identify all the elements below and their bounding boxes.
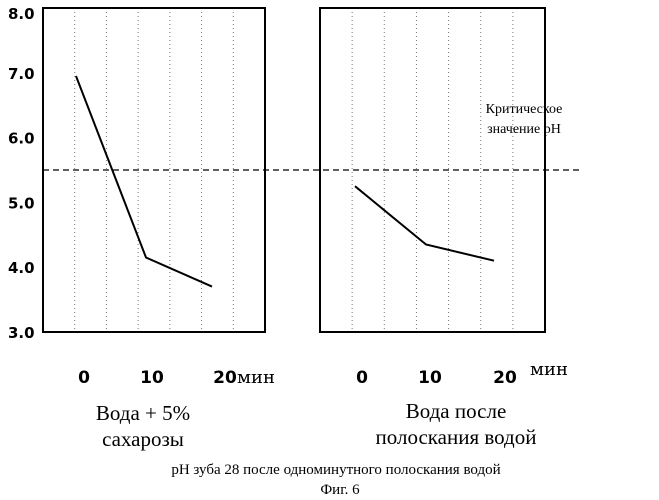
panel-right-caption-line-1: Вода после	[406, 399, 507, 423]
y-tick-label: 3.0	[8, 324, 35, 342]
x-tick-label: 10	[140, 368, 164, 388]
figure-footer: рН зуба 28 после одноминутного полоскани…	[171, 462, 500, 478]
panel-left-caption-line-1: Вода + 5%	[96, 401, 190, 425]
y-tick-label: 8.0	[8, 5, 35, 23]
critical-label-line-2: значение рН	[487, 122, 561, 137]
figure-label: Фиг. 6	[320, 482, 360, 498]
panel-right-caption-line-2: полоскания водой	[376, 425, 537, 449]
series-line-right	[355, 186, 494, 261]
y-tick-label: 6.0	[8, 130, 35, 148]
x-tick-label: 0	[356, 368, 368, 388]
series-line-left	[76, 76, 212, 287]
critical-label-line-1: Критическое	[486, 102, 563, 117]
y-tick-label: 7.0	[8, 65, 35, 83]
x-tick-label: 20	[493, 368, 517, 388]
x-tick-label: 20	[213, 368, 237, 388]
panel-left-caption-line-2: сахарозы	[102, 427, 184, 451]
series-lines	[76, 76, 494, 287]
x-tick-label: 10	[418, 368, 442, 388]
y-axis-tick-labels: 8.0 7.0 6.0 5.0 4.0 3.0	[8, 5, 35, 342]
y-tick-label: 5.0	[8, 194, 35, 212]
y-tick-label: 4.0	[8, 259, 35, 277]
x-axis-tick-labels: 0 10 20 0 10 20	[78, 368, 517, 388]
x-unit-label-right: мин	[530, 359, 568, 380]
x-tick-label: 0	[78, 368, 90, 388]
x-unit-label-left: мин	[237, 367, 275, 388]
